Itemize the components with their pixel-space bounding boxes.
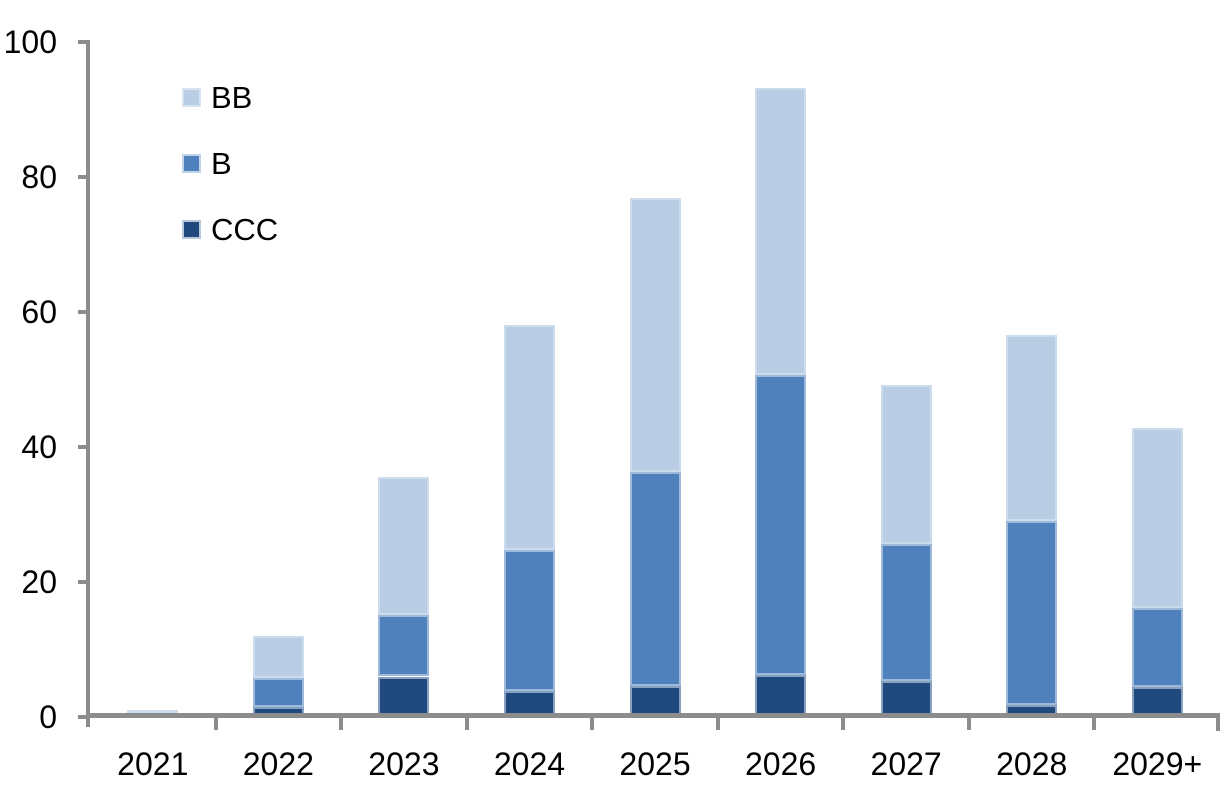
- x-tick-2: [339, 718, 344, 730]
- y-tick-20: [78, 580, 86, 584]
- bar-2026-segment-BB: [755, 87, 807, 375]
- bar-2027-segment-BB: [880, 384, 932, 545]
- bar-2029+-segment-BB: [1131, 428, 1183, 608]
- bar-2028-segment-BB: [1006, 334, 1058, 521]
- bar-2026-segment-B: [755, 374, 807, 676]
- x-axis-line: [86, 713, 1220, 718]
- x-tick-1: [213, 718, 218, 730]
- y-axis-label-0: 0: [39, 699, 57, 735]
- bar-2025-segment-CCC: [629, 685, 681, 717]
- legend-item-CCC: CCC: [182, 214, 278, 245]
- x-tick-6: [841, 718, 846, 730]
- x-axis-label-2027: 2027: [870, 746, 942, 782]
- y-axis-label-100: 100: [3, 24, 57, 60]
- bar-2023-segment-B: [378, 615, 430, 677]
- bar-2022-segment-BB: [252, 636, 304, 678]
- legend-label-B: B: [211, 145, 232, 181]
- bar-2028-segment-B: [1006, 520, 1058, 705]
- legend-swatch-B: [182, 153, 201, 173]
- y-axis-label-60: 60: [21, 294, 57, 330]
- bar-2023-segment-BB: [378, 477, 430, 616]
- bar-2027-segment-CCC: [880, 680, 932, 717]
- bar-2029+-segment-B: [1131, 607, 1183, 687]
- legend-item-BB: BB: [182, 82, 252, 113]
- bar-2025-segment-BB: [629, 197, 681, 472]
- x-tick-right-end: [1216, 718, 1220, 731]
- bar-2024-segment-BB: [503, 324, 555, 551]
- y-tick-80: [78, 175, 86, 179]
- x-tick-5: [715, 718, 720, 730]
- bar-2024-segment-CCC: [503, 691, 555, 717]
- x-axis-label-2026: 2026: [744, 746, 817, 782]
- bar-2022-segment-B: [252, 677, 304, 707]
- x-tick-7: [966, 718, 971, 730]
- bar-2026-segment-CCC: [755, 675, 807, 717]
- y-tick-40: [78, 445, 86, 449]
- x-tick-4: [590, 718, 595, 730]
- x-tick-3: [464, 718, 469, 730]
- x-axis-label-2024: 2024: [493, 746, 566, 782]
- legend-swatch-CCC: [182, 219, 201, 239]
- x-tick-8: [1092, 718, 1097, 730]
- legend-label-CCC: CCC: [211, 211, 279, 247]
- y-axis-label-20: 20: [21, 564, 57, 600]
- y-tick-100: [78, 40, 86, 44]
- bar-2023-segment-CCC: [378, 676, 430, 717]
- legend-item-B: B: [182, 148, 232, 179]
- y-tick-0: [78, 715, 86, 719]
- bar-2027-segment-B: [880, 544, 932, 681]
- y-axis-label-80: 80: [21, 159, 57, 195]
- x-axis-label-2028: 2028: [996, 746, 1068, 782]
- x-axis-label-2021: 2021: [117, 746, 189, 782]
- x-axis-label-2022: 2022: [242, 746, 314, 782]
- bar-2029+-segment-CCC: [1131, 686, 1183, 717]
- y-axis-line: [86, 40, 90, 727]
- y-axis-label-40: 40: [21, 429, 57, 465]
- x-axis-label-2025: 2025: [619, 746, 691, 782]
- bar-2024-segment-B: [503, 550, 555, 692]
- y-tick-60: [78, 310, 86, 314]
- x-axis-label-2029+: 2029+: [1112, 746, 1203, 782]
- legend-label-BB: BB: [211, 79, 253, 115]
- legend-swatch-BB: [182, 87, 201, 107]
- bar-2021-segment-BB: [127, 710, 179, 714]
- bar-2025-segment-B: [629, 471, 681, 686]
- x-axis-label-2023: 2023: [368, 746, 440, 782]
- bar-2022-segment-CCC: [252, 706, 304, 717]
